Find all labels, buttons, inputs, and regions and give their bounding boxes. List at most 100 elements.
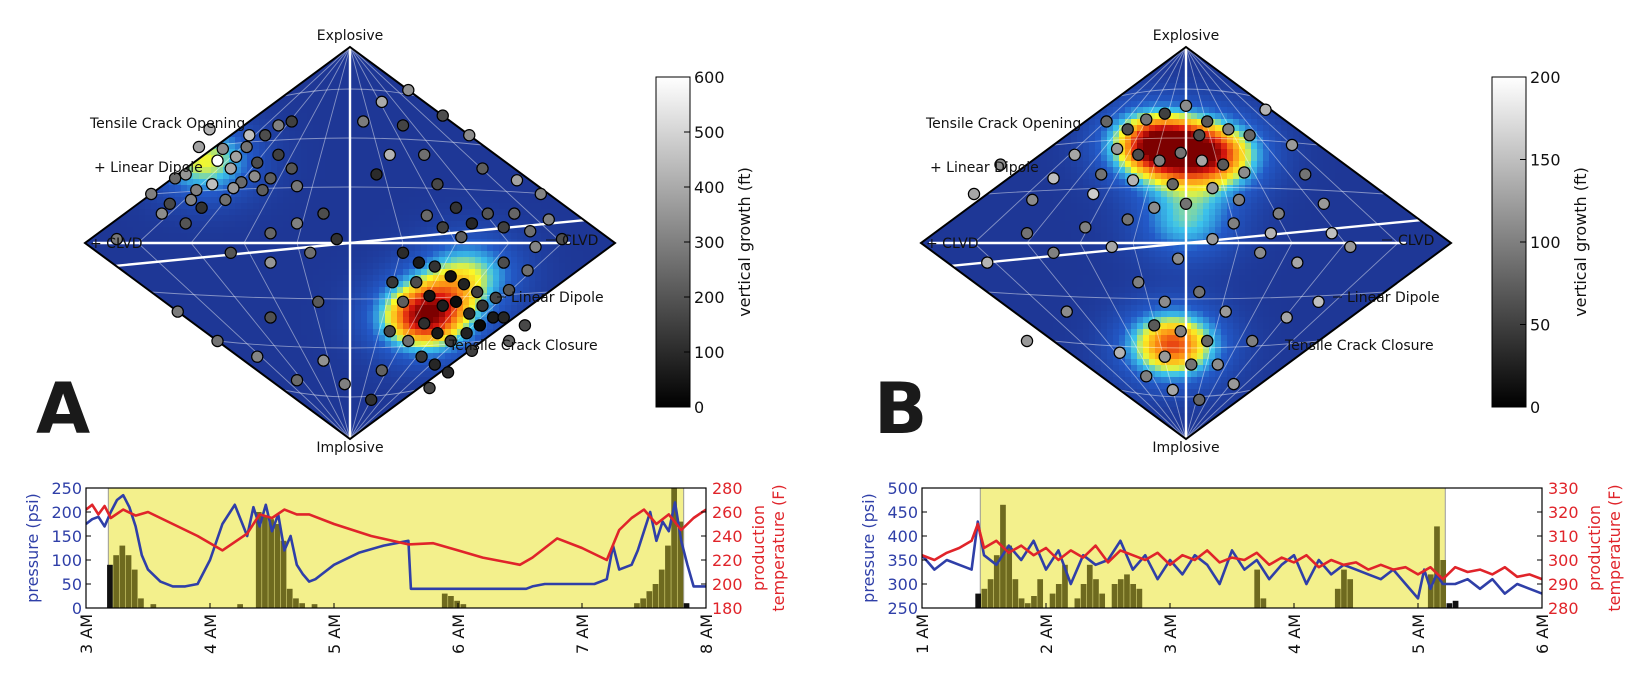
heat-cell (1065, 137, 1072, 144)
heat-cell (415, 347, 422, 354)
vertex-label-lower-right-2: Tensile Crack Closure (448, 338, 598, 354)
heat-cell (295, 155, 302, 162)
heat-cell (1263, 161, 1270, 168)
heat-cell (259, 167, 266, 174)
heat-cell (193, 227, 200, 234)
heat-cell (235, 233, 242, 240)
heat-cell (1095, 179, 1102, 186)
event-point (251, 156, 264, 169)
heat-cell (349, 359, 356, 366)
heat-cell (1227, 89, 1234, 96)
heat-cell (223, 257, 230, 264)
heat-cell (295, 203, 302, 210)
heat-cell (1401, 251, 1408, 258)
heat-cell (529, 287, 536, 294)
heat-cell (373, 377, 380, 384)
heat-cell (1071, 185, 1078, 192)
heat-cell (391, 89, 398, 96)
heat-cell (295, 173, 302, 180)
heat-cell (1413, 233, 1420, 240)
heat-cell (421, 263, 428, 270)
heat-cell (1233, 131, 1240, 138)
heat-cell (1203, 107, 1210, 114)
heat-cell (1227, 113, 1234, 120)
heat-cell (343, 101, 350, 108)
heat-cell (1143, 137, 1150, 144)
heat-cell (373, 371, 380, 378)
heat-cell (307, 119, 314, 126)
heat-cell (301, 185, 308, 192)
heat-cell (319, 269, 326, 276)
heat-cell (343, 155, 350, 162)
heat-cell (1059, 245, 1066, 252)
heat-cell (379, 335, 386, 342)
heat-cell (1095, 125, 1102, 132)
heat-cell (1149, 227, 1156, 234)
heat-cell (379, 251, 386, 258)
heat-cell (397, 101, 404, 108)
heat-cell (421, 119, 428, 126)
heat-cell (241, 161, 248, 168)
heat-cell (421, 221, 428, 228)
heat-cell (517, 203, 524, 210)
heat-cell (361, 233, 368, 240)
heat-cell (1233, 233, 1240, 240)
heat-cell (133, 227, 140, 234)
heat-cell (1299, 143, 1306, 150)
heat-cell (247, 197, 254, 204)
heat-cell (445, 149, 452, 156)
heat-cell (229, 173, 236, 180)
heat-cell (457, 287, 464, 294)
heat-cell (517, 251, 524, 258)
heat-cell (1239, 245, 1246, 252)
heat-cell (535, 227, 542, 234)
heat-cell (367, 149, 374, 156)
heat-cell (313, 281, 320, 288)
heat-cell (127, 215, 134, 222)
heat-cell (487, 203, 494, 210)
heat-cell (1167, 131, 1174, 138)
heat-cell (1023, 167, 1030, 174)
heat-cell (223, 227, 230, 234)
heat-cell (1281, 149, 1288, 156)
heat-cell (325, 179, 332, 186)
heat-cell (463, 257, 470, 264)
heat-cell (1029, 173, 1036, 180)
heat-cell (1071, 197, 1078, 204)
heat-cell (1203, 209, 1210, 216)
heat-cell (211, 311, 218, 318)
heat-cell (331, 89, 338, 96)
heat-cell (1227, 155, 1234, 162)
heat-cell (283, 215, 290, 222)
heat-cell (1149, 71, 1156, 78)
heat-cell (193, 221, 200, 228)
heat-cell (319, 281, 326, 288)
heat-cell (163, 251, 170, 258)
heat-cell (547, 245, 554, 252)
heat-cell (235, 299, 242, 306)
heat-cell (313, 389, 320, 396)
heat-cell (343, 107, 350, 114)
heat-cell (535, 257, 542, 264)
heat-cell (361, 305, 368, 312)
heat-cell (313, 329, 320, 336)
heat-cell (1017, 221, 1024, 228)
event-point (168, 172, 182, 185)
heat-cell (391, 119, 398, 126)
heat-cell (1131, 215, 1138, 222)
heat-cell (373, 89, 380, 96)
heat-cell (379, 149, 386, 156)
heat-cell (385, 137, 392, 144)
heat-cell (403, 197, 410, 204)
heat-cell (277, 287, 284, 294)
heat-cell (391, 347, 398, 354)
heat-cell (463, 203, 470, 210)
heat-cell (253, 119, 260, 126)
heat-cell (163, 281, 170, 288)
heat-cell (241, 329, 248, 336)
heat-cell (391, 113, 398, 120)
heat-cell (1197, 251, 1204, 258)
heat-cell (1071, 215, 1078, 222)
heat-cell (385, 287, 392, 294)
source-type-plot-b (919, 45, 1453, 441)
